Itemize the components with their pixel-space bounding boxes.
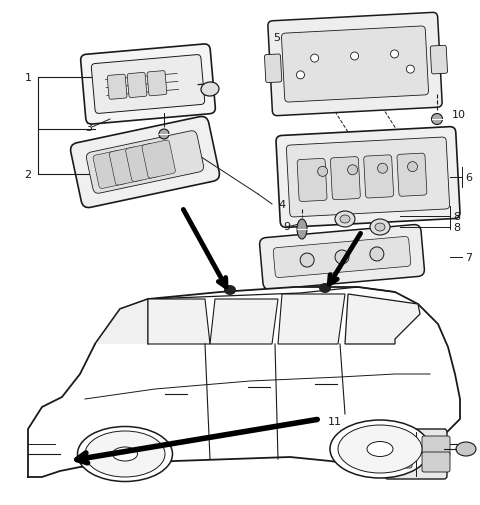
- FancyBboxPatch shape: [86, 131, 204, 194]
- Text: 9: 9: [283, 222, 290, 231]
- Ellipse shape: [370, 247, 384, 262]
- FancyBboxPatch shape: [430, 46, 447, 75]
- FancyBboxPatch shape: [109, 147, 143, 186]
- FancyBboxPatch shape: [281, 27, 429, 103]
- Ellipse shape: [378, 164, 387, 174]
- Ellipse shape: [224, 285, 236, 295]
- Ellipse shape: [407, 66, 414, 74]
- Text: 5: 5: [273, 33, 280, 43]
- FancyBboxPatch shape: [142, 141, 175, 179]
- Ellipse shape: [77, 427, 172, 482]
- Ellipse shape: [335, 212, 355, 228]
- FancyBboxPatch shape: [126, 144, 159, 182]
- Ellipse shape: [159, 130, 169, 140]
- FancyBboxPatch shape: [81, 45, 216, 125]
- Ellipse shape: [112, 447, 137, 461]
- Text: 10: 10: [452, 110, 466, 120]
- FancyBboxPatch shape: [268, 13, 442, 117]
- FancyBboxPatch shape: [422, 436, 450, 456]
- Ellipse shape: [350, 53, 359, 61]
- Text: 12: 12: [385, 426, 399, 436]
- FancyBboxPatch shape: [260, 225, 424, 290]
- Text: 4: 4: [278, 199, 285, 210]
- Ellipse shape: [311, 55, 319, 63]
- FancyBboxPatch shape: [330, 158, 360, 200]
- Ellipse shape: [85, 431, 165, 477]
- FancyBboxPatch shape: [71, 117, 219, 208]
- Text: 8: 8: [453, 223, 460, 232]
- Ellipse shape: [201, 83, 219, 97]
- FancyBboxPatch shape: [287, 138, 450, 218]
- Polygon shape: [28, 287, 460, 477]
- FancyBboxPatch shape: [147, 72, 167, 96]
- Ellipse shape: [432, 114, 443, 125]
- Polygon shape: [95, 299, 148, 344]
- Ellipse shape: [456, 442, 476, 456]
- FancyBboxPatch shape: [107, 75, 127, 100]
- Polygon shape: [278, 294, 345, 344]
- Text: 11: 11: [328, 416, 342, 426]
- Text: 2: 2: [24, 170, 32, 180]
- Ellipse shape: [330, 420, 430, 478]
- FancyBboxPatch shape: [385, 429, 447, 479]
- Text: 1: 1: [24, 73, 32, 83]
- Ellipse shape: [297, 72, 304, 80]
- FancyBboxPatch shape: [93, 151, 127, 189]
- Text: 7: 7: [465, 252, 472, 263]
- Ellipse shape: [297, 220, 307, 239]
- Ellipse shape: [348, 166, 358, 175]
- Ellipse shape: [335, 250, 349, 265]
- FancyBboxPatch shape: [91, 56, 204, 114]
- Ellipse shape: [340, 216, 350, 224]
- FancyBboxPatch shape: [273, 237, 411, 278]
- Ellipse shape: [338, 425, 422, 473]
- FancyBboxPatch shape: [386, 440, 412, 468]
- Text: 3: 3: [85, 123, 92, 133]
- Ellipse shape: [300, 254, 314, 268]
- Ellipse shape: [408, 162, 418, 172]
- Text: 6: 6: [465, 173, 472, 183]
- FancyBboxPatch shape: [127, 73, 147, 98]
- Polygon shape: [210, 299, 278, 344]
- Ellipse shape: [367, 442, 393, 457]
- Polygon shape: [148, 299, 210, 344]
- Ellipse shape: [391, 51, 398, 59]
- Ellipse shape: [319, 283, 331, 293]
- FancyBboxPatch shape: [364, 156, 394, 198]
- FancyBboxPatch shape: [297, 159, 327, 202]
- FancyBboxPatch shape: [276, 127, 460, 228]
- FancyBboxPatch shape: [397, 154, 427, 197]
- Text: 8: 8: [453, 212, 460, 222]
- Polygon shape: [345, 294, 420, 344]
- FancyBboxPatch shape: [422, 452, 450, 472]
- FancyBboxPatch shape: [264, 55, 282, 83]
- Ellipse shape: [370, 220, 390, 235]
- Ellipse shape: [318, 167, 328, 177]
- Ellipse shape: [375, 224, 385, 231]
